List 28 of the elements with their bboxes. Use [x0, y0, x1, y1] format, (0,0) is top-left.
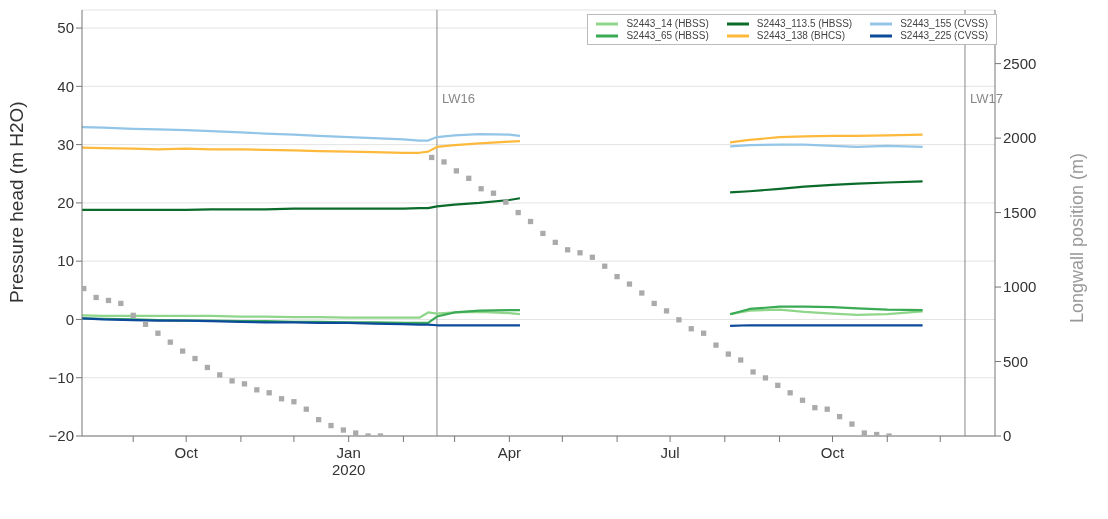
y2-axis-title: Longwall position (m): [1067, 153, 1088, 324]
legend-label: S2443_138 (BHCS): [756, 30, 846, 41]
y2-tick-label: 2000: [1003, 129, 1037, 147]
ref-line-label: LW16: [441, 91, 475, 106]
y2-tick-label: 0: [1003, 427, 1012, 445]
y-tick-label: 30: [57, 135, 74, 153]
y-axis-title: Pressure head (m H2O): [5, 101, 27, 303]
x-tick-label: Oct: [820, 444, 846, 461]
y2-tick-label: 1500: [1003, 203, 1037, 221]
x-tick-label: Jul: [660, 444, 680, 461]
y-tick-label: 50: [57, 19, 74, 37]
y-tick-label: 20: [57, 194, 74, 212]
legend-label: S2443_155 (CVSS): [900, 18, 988, 29]
y-tick-label: 0: [65, 310, 74, 328]
x-tick-label: Apr: [497, 444, 522, 461]
x-tick-label: Oct: [174, 444, 199, 461]
y-tick-label: −20: [48, 427, 74, 445]
y-tick-label: −10: [48, 369, 74, 387]
legend-label: S2443_65 (HBSS): [626, 30, 709, 41]
y-tick-label: 10: [57, 252, 74, 270]
y2-tick-label: 2500: [1003, 54, 1037, 72]
y2-tick-label: 1000: [1003, 278, 1037, 296]
x-tick-label: Jan 2020: [331, 444, 366, 478]
legend-label: S2443_14 (HBSS): [626, 18, 709, 29]
y-tick-label: 40: [57, 77, 74, 95]
legend-label: S2443_225 (CVSS): [900, 30, 988, 41]
legend-label: S2443_113.5 (HBSS): [756, 18, 853, 29]
y2-tick-label: 500: [1003, 352, 1029, 370]
